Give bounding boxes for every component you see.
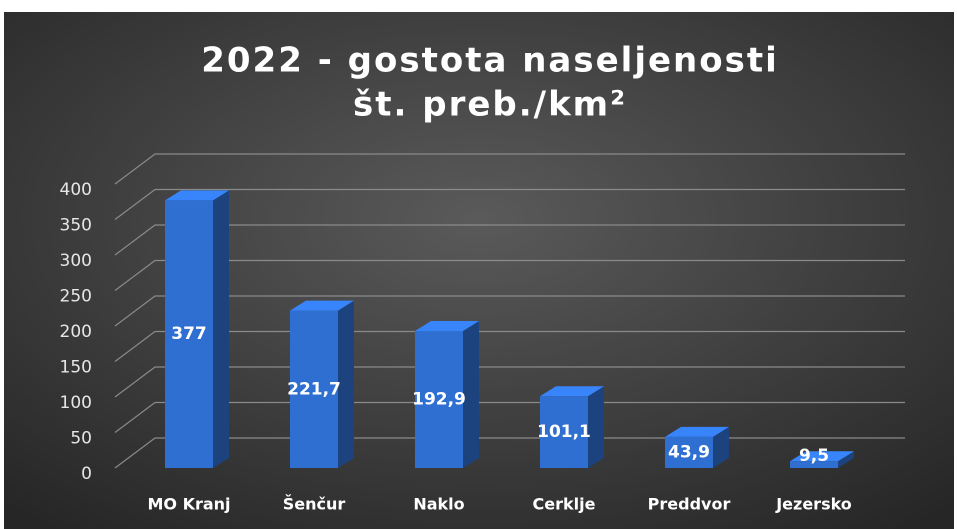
- bar-top: [165, 190, 229, 201]
- bar: [165, 200, 213, 468]
- y-tick-label: 200: [60, 322, 92, 342]
- chart-subtitle: št. preb./km²: [353, 85, 627, 125]
- bar-side: [338, 300, 354, 468]
- bar-side: [213, 190, 229, 468]
- grid-line: [114, 366, 905, 398]
- value-label: 377: [171, 324, 207, 344]
- value-label: 101,1: [537, 422, 591, 442]
- x-tick-label: Naklo: [413, 495, 464, 514]
- y-tick-label: 50: [70, 429, 92, 449]
- grid-line: [114, 401, 905, 433]
- x-tick-label: Cerklje: [533, 495, 596, 514]
- y-tick-label: 250: [60, 287, 92, 307]
- y-tick-label: 350: [60, 216, 92, 236]
- bar: [415, 331, 463, 468]
- value-label: 192,9: [412, 390, 466, 410]
- bar-top: [540, 386, 604, 397]
- bar-top: [415, 321, 479, 332]
- bar: [665, 436, 713, 468]
- grid-line: [114, 437, 905, 469]
- grid-line: [114, 188, 905, 220]
- bar-top: [790, 451, 854, 462]
- bar: [290, 310, 338, 468]
- y-tick-label: 300: [60, 251, 92, 271]
- grid-line: [114, 153, 905, 185]
- x-tick-label: Šenčur: [283, 495, 346, 514]
- bar-side: [463, 321, 479, 468]
- y-tick-label: 0: [81, 464, 92, 484]
- bar: [790, 461, 838, 468]
- grid-line: [114, 224, 905, 256]
- bar-top: [665, 426, 729, 437]
- bar-side: [713, 426, 729, 468]
- bar: [540, 396, 588, 468]
- y-tick-label: 400: [60, 180, 92, 200]
- bar-side: [588, 386, 604, 468]
- value-label: 9,5: [799, 446, 829, 466]
- x-tick-label: Preddvor: [648, 495, 731, 514]
- y-tick-label: 150: [60, 358, 92, 378]
- x-tick-label: MO Kranj: [147, 495, 230, 514]
- bar-top: [290, 300, 354, 311]
- y-tick-label: 100: [60, 393, 92, 413]
- value-label: 221,7: [287, 379, 341, 399]
- grid-line: [114, 259, 905, 291]
- value-label: 43,9: [668, 442, 710, 462]
- bar-side: [838, 451, 854, 468]
- x-tick-label: Jezersko: [775, 495, 852, 514]
- grid-line: [114, 330, 905, 362]
- chart-title: 2022 - gostota naseljenosti: [201, 41, 779, 81]
- grid-line: [114, 295, 905, 327]
